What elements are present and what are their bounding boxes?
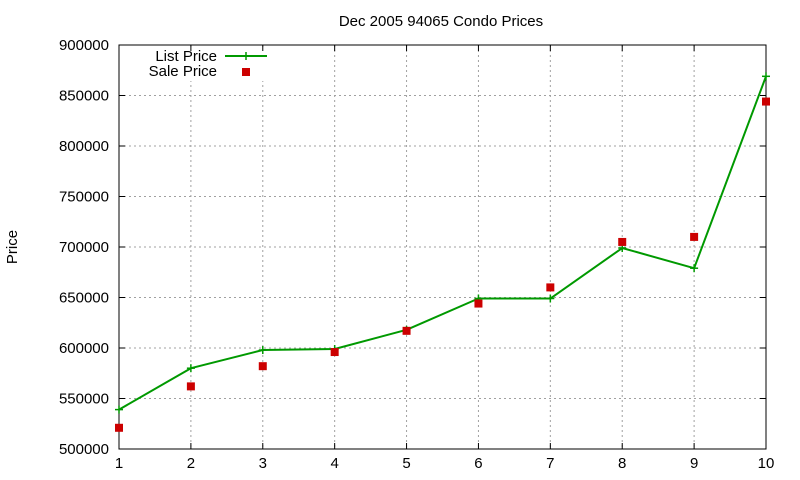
list-price-point [258, 346, 267, 355]
chart-title: Dec 2005 94065 Condo Prices [339, 13, 543, 30]
x-tick-label: 10 [758, 455, 775, 472]
y-tick-label: 600000 [59, 340, 109, 357]
y-tick-label: 800000 [59, 138, 109, 155]
x-tick-label: 7 [546, 455, 554, 472]
legend-label-list-price: List Price [155, 48, 217, 65]
y-tick-label: 650000 [59, 290, 109, 307]
x-tick-label: 3 [259, 455, 267, 472]
sale-price-point [186, 382, 195, 391]
x-tick-label: 8 [618, 455, 626, 472]
legend-swatch-sale-price [242, 68, 250, 76]
y-axis-label: Price [4, 230, 21, 264]
list-price-line [118, 75, 767, 411]
list-price-point [546, 294, 555, 303]
legend-label-sale-price: Sale Price [149, 63, 217, 80]
series-layer [115, 72, 770, 432]
x-tick-label: 1 [115, 455, 123, 472]
y-tick-label: 750000 [59, 189, 109, 206]
sale-price-point [258, 362, 267, 371]
plot-frame [118, 44, 767, 450]
sale-price-point [546, 283, 555, 292]
sale-price-point [474, 299, 483, 308]
sale-price-point [402, 326, 411, 335]
grid-layer [119, 45, 766, 449]
sale-price-point [762, 97, 770, 106]
list-price-point [186, 364, 195, 373]
sale-price-point [618, 237, 627, 246]
x-tick-label: 9 [690, 455, 698, 472]
list-price-point [762, 72, 770, 81]
x-tick-label: 4 [330, 455, 338, 472]
x-tick-label: 2 [187, 455, 195, 472]
tick-layer: 1 2 3 4 5 6 7 8 9 10 500000 550000 600000 650000 70000… [59, 37, 774, 472]
x-tick-label: 6 [474, 455, 482, 472]
sale-price-point [330, 348, 339, 357]
y-tick-label: 850000 [59, 88, 109, 105]
sale-price-point [115, 423, 123, 432]
list-price-point [690, 264, 699, 273]
x-tick-label: 5 [402, 455, 410, 472]
sale-price-point [690, 232, 699, 241]
y-tick-label: 900000 [59, 37, 109, 54]
y-tick-label: 550000 [59, 391, 109, 408]
y-tick-label: 500000 [59, 441, 109, 458]
list-price-point [115, 405, 123, 414]
y-tick-label: 700000 [59, 239, 109, 256]
plot-border [118, 44, 767, 450]
